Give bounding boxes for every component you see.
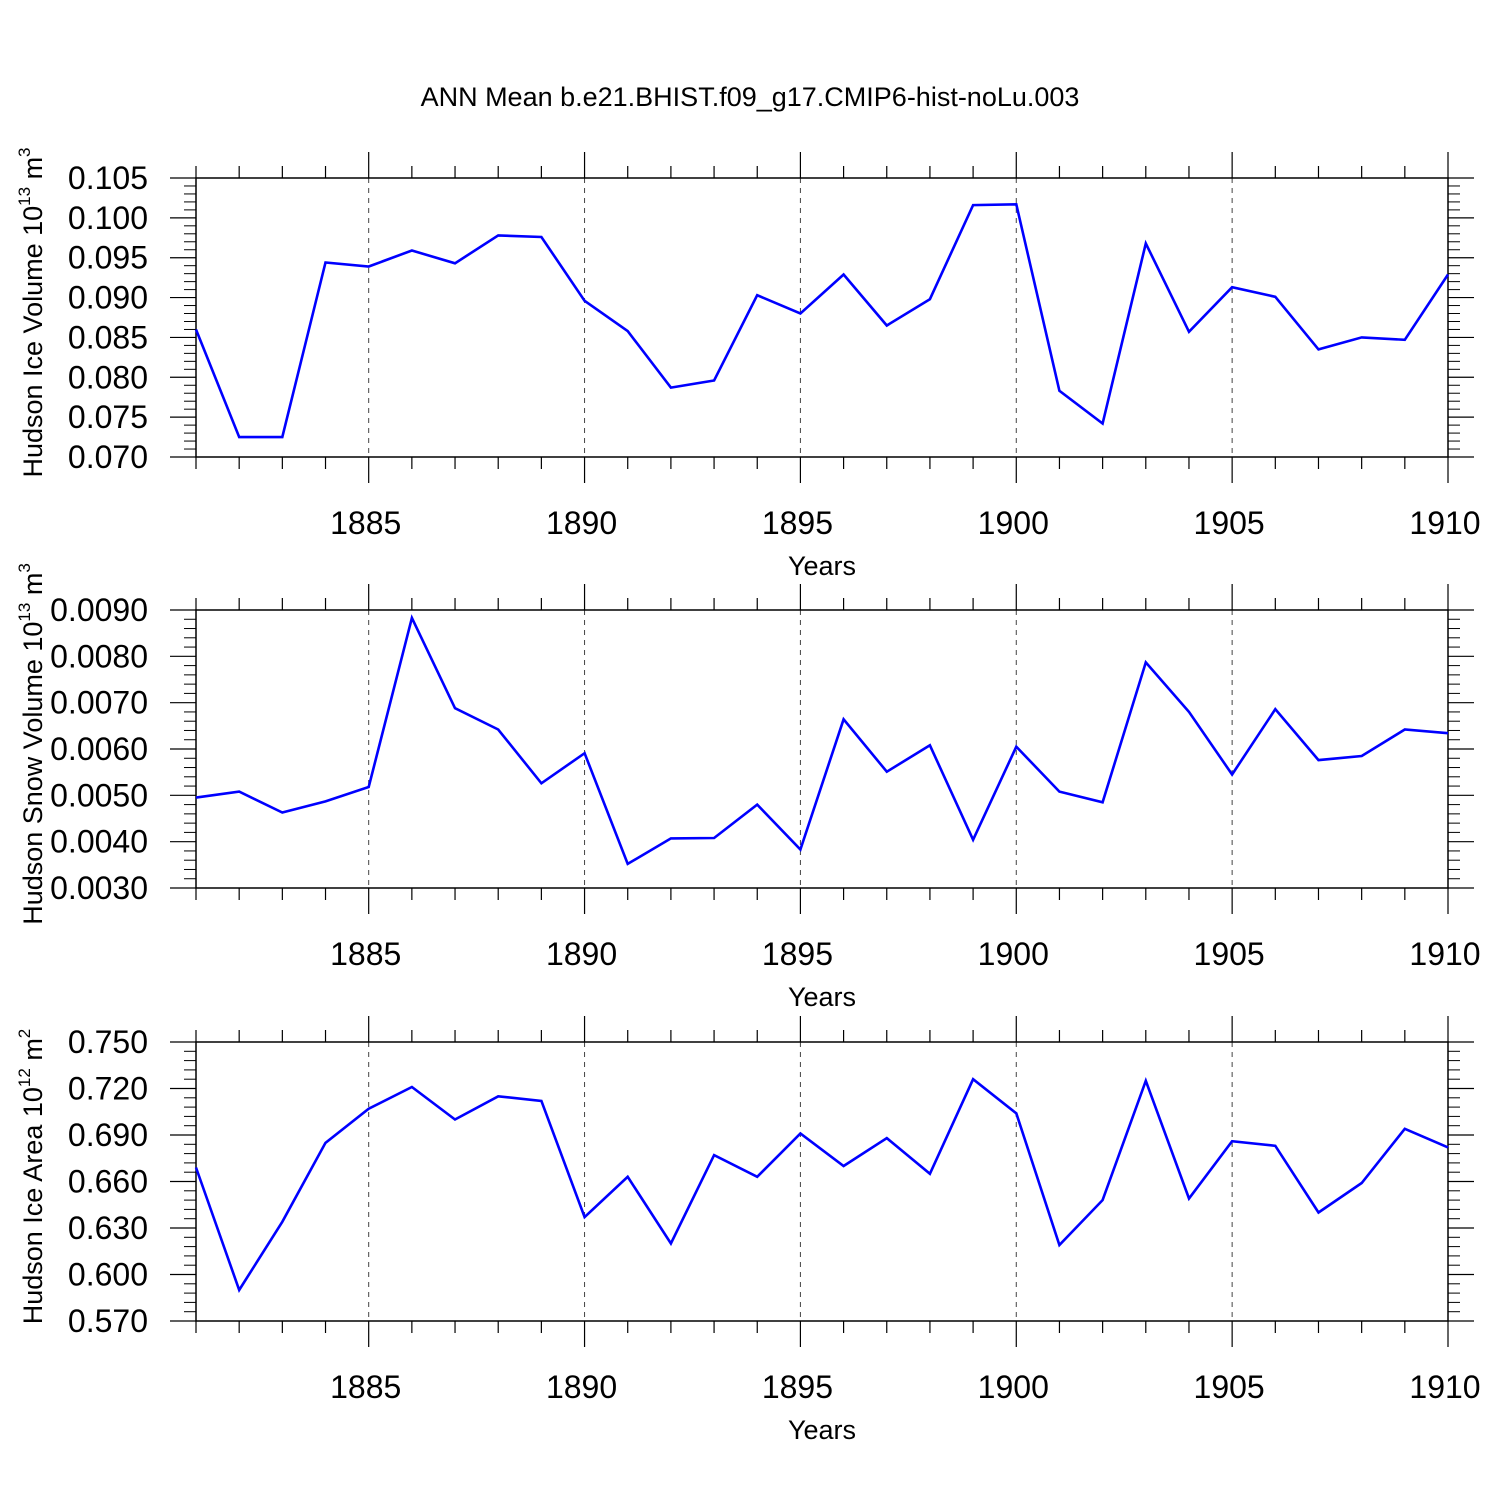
y-tick-label: 0.0060 [50,731,148,767]
y-tick-label: 0.600 [68,1257,148,1293]
x-tick-label: 1895 [762,1369,833,1405]
y-tick-label: 0.0090 [50,592,148,628]
series-line [194,202,1450,439]
y-tick-label: 0.070 [68,439,148,475]
series-line [194,1077,1449,1293]
y-axis-label: Hudson Snow Volume 1013 m3 [15,563,48,925]
x-tick-label: 1885 [330,505,401,541]
x-tick-label: 1910 [1409,505,1480,541]
chart-panel-2: 0.0090 0.0080 0.0070 0.0060 0.0050 0.0040 0.00… [15,563,1481,1012]
x-tick-label: 1890 [546,505,617,541]
y-tick-label: 0.630 [68,1210,148,1246]
x-axis-label: Years [788,982,856,1012]
y-tick-label: 0.075 [68,399,148,435]
x-tick-label: 1900 [978,936,1049,972]
series-line [195,614,1449,866]
chart-panel-3: 0.750 0.720 0.690 0.660 0.630 0.600 0.570 1885 1… [15,1016,1481,1445]
x-tick-label: 1900 [978,1369,1049,1405]
y-tick-label: 0.085 [68,319,148,355]
plot-frame [195,609,1449,889]
y-tick-label: 0.660 [68,1164,148,1200]
y-tick-label: 0.095 [68,240,148,276]
x-tick-label: 1890 [546,1369,617,1405]
x-axis-label: Years [788,1415,856,1445]
y-tick-label: 0.0040 [50,824,148,860]
y-tick-label: 0.080 [68,359,148,395]
y-axis-label: Hudson Ice Volume 1013 m3 [15,147,48,477]
y-tick-label: 0.0050 [50,777,148,813]
x-tick-label: 1895 [762,505,833,541]
y-tick-label: 0.690 [68,1117,148,1153]
x-axis-label: Years [788,551,856,581]
y-tick-label: 0.750 [68,1024,148,1060]
x-tick-label: 1900 [978,505,1049,541]
x-tick-label: 1905 [1194,505,1265,541]
y-tick-label: 0.0070 [50,685,148,721]
y-axis-label: Hudson Ice Area 1012 m2 [15,1029,48,1325]
x-tick-label: 1885 [330,1369,401,1405]
y-tick-label: 0.720 [68,1071,148,1107]
plot-frame [195,1041,1449,1322]
x-tick-label: 1905 [1194,936,1265,972]
y-tick-label: 0.570 [68,1303,148,1339]
chart-title: ANN Mean b.e21.BHIST.f09_g17.CMIP6-hist-… [421,82,1080,112]
y-tick-label: 0.105 [68,160,148,196]
y-tick-label: 0.0080 [50,638,148,674]
plot-frame [195,177,1449,458]
x-tick-label: 1895 [762,936,833,972]
x-tick-label: 1910 [1409,936,1480,972]
x-tick-label: 1890 [546,936,617,972]
x-tick-label: 1905 [1194,1369,1265,1405]
x-tick-label: 1910 [1409,1369,1480,1405]
y-tick-label: 0.100 [68,200,148,236]
x-tick-label: 1885 [330,936,401,972]
y-tick-label: 0.0030 [50,870,148,906]
y-tick-label: 0.090 [68,280,148,316]
